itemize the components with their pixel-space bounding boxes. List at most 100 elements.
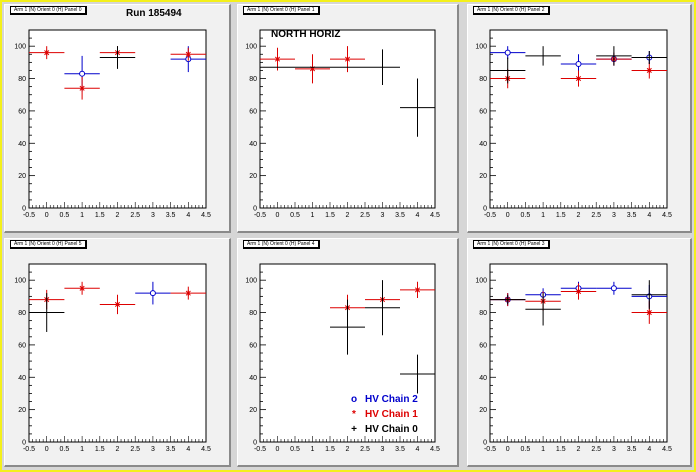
y-tick-label: 0 bbox=[483, 440, 487, 447]
panel-0-title: Arm 1 (N) Orient 0 (H) Panel 0 bbox=[10, 6, 87, 15]
y-tick-label: 20 bbox=[479, 407, 487, 414]
x-tick-label: 1 bbox=[311, 446, 315, 453]
x-tick-label: 1.5 bbox=[95, 446, 105, 453]
x-tick-label: 2 bbox=[346, 212, 350, 219]
x-tick-label: -0.5 bbox=[484, 212, 496, 219]
y-tick-label: 60 bbox=[249, 342, 257, 349]
x-tick-label: 0 bbox=[276, 212, 280, 219]
x-tick-label: 2.5 bbox=[591, 446, 601, 453]
x-tick-label: 0.5 bbox=[60, 212, 70, 219]
x-tick-label: 4.5 bbox=[201, 212, 211, 219]
data-point bbox=[525, 293, 561, 326]
x-tick-label: 0.5 bbox=[290, 212, 300, 219]
marker-circle bbox=[504, 49, 511, 56]
x-tick-label: -0.5 bbox=[23, 446, 35, 453]
x-tick-label: 1 bbox=[541, 212, 545, 219]
x-tick-label: -0.5 bbox=[484, 446, 496, 453]
x-tick-label: 3.5 bbox=[395, 446, 405, 453]
x-tick-label: 1 bbox=[541, 446, 545, 453]
data-point bbox=[135, 281, 171, 305]
x-tick-label: 0.5 bbox=[290, 446, 300, 453]
legend-symbol-circle: o bbox=[350, 394, 358, 405]
data-point bbox=[29, 293, 65, 332]
x-tick-label: 4.5 bbox=[662, 446, 672, 453]
data-point bbox=[64, 281, 100, 295]
panel-3-title: Arm 1 (N) Orient 0 (H) Panel 3 bbox=[473, 240, 550, 249]
y-tick-label: 40 bbox=[18, 375, 26, 382]
y-tick-label: 80 bbox=[18, 310, 26, 317]
legend-label: HV Chain 0 bbox=[365, 424, 418, 435]
x-tick-label: 4.5 bbox=[662, 212, 672, 219]
panel-1-title: Arm 1 (N) Orient 0 (H) Panel 1 bbox=[243, 6, 320, 15]
x-tick-label: 2.5 bbox=[360, 212, 370, 219]
y-tick-label: 20 bbox=[18, 173, 26, 180]
marker-circle bbox=[575, 60, 582, 67]
x-tick-label: 0.5 bbox=[521, 446, 531, 453]
y-tick-label: 100 bbox=[475, 44, 487, 51]
legend-item-chain1: * HV Chain 1 bbox=[347, 407, 418, 422]
data-point bbox=[525, 46, 561, 66]
legend: o HV Chain 2 * HV Chain 1 + HV Chain 0 bbox=[347, 392, 418, 437]
data-point bbox=[560, 54, 597, 74]
y-tick-label: 0 bbox=[253, 206, 257, 213]
data-point bbox=[99, 294, 136, 315]
marker-circle bbox=[79, 70, 86, 77]
x-tick-label: -0.5 bbox=[254, 212, 266, 219]
data-point bbox=[490, 57, 526, 84]
panel-4-pad: 0 20 40 60 80 100 -0.5 0 0.5 1 1.5 2 2.5 3 3.5 4 4.5 Arm… bbox=[237, 238, 459, 467]
x-tick-label: 3.5 bbox=[627, 446, 637, 453]
legend-symbol-star: * bbox=[352, 409, 356, 420]
panel-5-title: Arm 1 (N) Orient 0 (H) Panel 5 bbox=[10, 240, 87, 249]
x-tick-label: 4.5 bbox=[430, 446, 440, 453]
plot-frame bbox=[28, 263, 207, 443]
y-tick-label: 0 bbox=[253, 440, 257, 447]
x-tick-label: 3 bbox=[612, 212, 616, 219]
y-tick-label: 20 bbox=[249, 173, 257, 180]
x-tick-label: 3 bbox=[381, 446, 385, 453]
y-tick-label: 100 bbox=[14, 278, 26, 285]
x-tick-label: 1.5 bbox=[556, 446, 566, 453]
legend-symbol-cross: + bbox=[351, 424, 357, 435]
panel-2-title: Arm 1 (N) Orient 0 (H) Panel 2 bbox=[473, 6, 550, 15]
marker-circle bbox=[149, 290, 156, 297]
panel-2-pad: 0 20 40 60 80 100 -0.5 0 0.5 1 1.5 2 2.5 3 3.5 4 4.5 Arm… bbox=[467, 4, 692, 233]
x-tick-label: 2.5 bbox=[360, 446, 370, 453]
x-tick-label: 2 bbox=[577, 212, 581, 219]
marker-circle bbox=[610, 285, 617, 292]
data-point bbox=[631, 62, 667, 79]
x-tick-label: 4 bbox=[416, 212, 420, 219]
data-point bbox=[596, 281, 632, 295]
x-tick-label: 3 bbox=[151, 212, 155, 219]
x-tick-label: 1.5 bbox=[95, 212, 105, 219]
x-tick-label: 0 bbox=[276, 446, 280, 453]
y-tick-label: 20 bbox=[479, 173, 487, 180]
y-tick-label: 40 bbox=[249, 141, 257, 148]
data-point bbox=[631, 280, 667, 310]
x-tick-label: 4 bbox=[186, 446, 190, 453]
x-tick-label: 0.5 bbox=[60, 446, 70, 453]
x-tick-label: 1.5 bbox=[556, 212, 566, 219]
y-tick-label: 0 bbox=[22, 440, 26, 447]
x-tick-label: 1 bbox=[80, 446, 84, 453]
data-point bbox=[64, 76, 100, 100]
y-tick-label: 100 bbox=[245, 44, 257, 51]
data-point bbox=[170, 286, 206, 300]
x-tick-label: 2.5 bbox=[130, 446, 140, 453]
y-tick-label: 60 bbox=[18, 342, 26, 349]
x-tick-label: 4 bbox=[416, 446, 420, 453]
x-tick-label: 3.5 bbox=[166, 212, 176, 219]
x-tick-label: 1 bbox=[311, 212, 315, 219]
x-tick-label: 2 bbox=[116, 212, 120, 219]
y-tick-label: 80 bbox=[18, 76, 26, 83]
x-tick-label: -0.5 bbox=[23, 212, 35, 219]
y-tick-label: 60 bbox=[249, 108, 257, 115]
x-tick-label: 2 bbox=[116, 446, 120, 453]
y-tick-label: 40 bbox=[479, 375, 487, 382]
y-tick-label: 40 bbox=[18, 141, 26, 148]
y-tick-label: 40 bbox=[479, 141, 487, 148]
